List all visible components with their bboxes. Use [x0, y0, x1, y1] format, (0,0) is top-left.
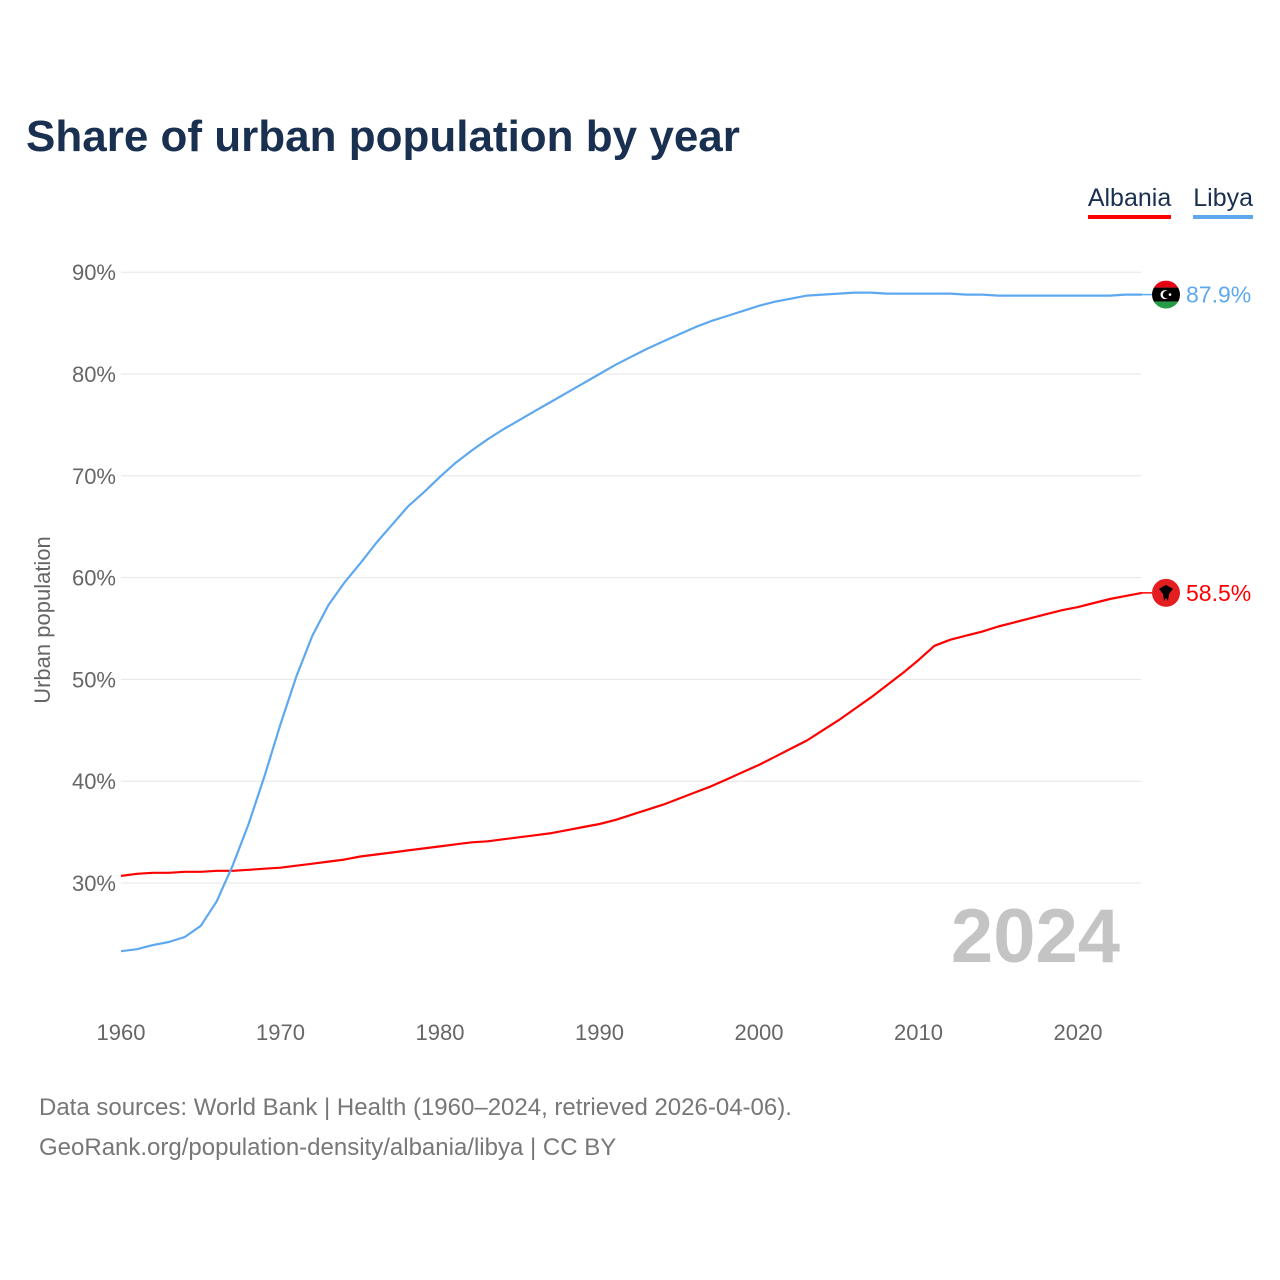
- chart-title: Share of urban population by year: [26, 112, 740, 161]
- legend-item-albania[interactable]: Albania: [1087, 184, 1172, 219]
- year-watermark: 2024: [951, 894, 1120, 979]
- x-tick-label: 2020: [1054, 1020, 1103, 1045]
- x-tick-label: 1970: [256, 1020, 305, 1045]
- attribution-link[interactable]: GeoRank.org/population-density/albania/l…: [39, 1134, 617, 1161]
- end-value-label: 58.5%: [1186, 580, 1251, 606]
- x-tick-label: 2010: [894, 1020, 943, 1045]
- x-tick-label: 1990: [575, 1020, 624, 1045]
- end-value-label: 87.9%: [1186, 282, 1251, 308]
- legend-item-libya[interactable]: Libya: [1193, 184, 1253, 219]
- series-line-albania: [120, 591, 1143, 877]
- y-axis-label: Urban population: [30, 536, 55, 704]
- x-tick-label: 1960: [97, 1020, 146, 1045]
- x-tick-label: 1980: [416, 1020, 465, 1045]
- y-tick-label: 80%: [72, 362, 116, 387]
- y-tick-label: 50%: [72, 667, 116, 692]
- series-line-libya: [120, 291, 1142, 953]
- y-tick-label: 60%: [72, 566, 116, 591]
- y-tick-label: 90%: [72, 260, 116, 285]
- eagle-icon: [1159, 584, 1173, 601]
- legend: Albania Libya: [1087, 184, 1253, 219]
- y-tick-label: 40%: [72, 769, 116, 794]
- data-source-text: Data sources: World Bank | Health (1960–…: [39, 1094, 792, 1121]
- y-tick-label: 70%: [72, 464, 116, 489]
- footer: Data sources: World Bank | Health (1960–…: [39, 1088, 792, 1168]
- x-tick-label: 2000: [735, 1020, 784, 1045]
- y-tick-label: 30%: [72, 871, 116, 896]
- libya-flag-icon: [1152, 280, 1180, 309]
